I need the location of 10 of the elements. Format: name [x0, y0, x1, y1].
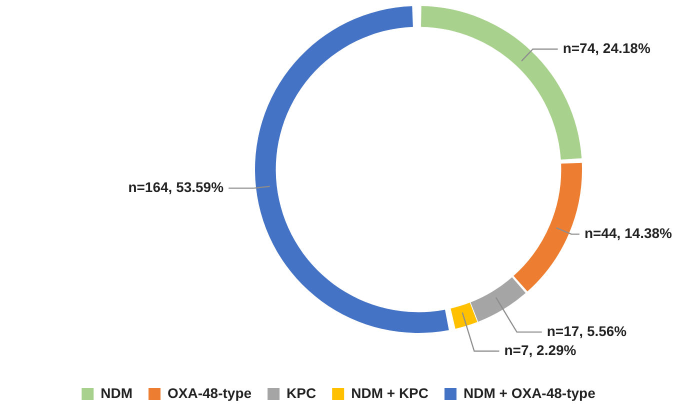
data-label: n=164, 53.59% — [128, 179, 224, 196]
legend-label: KPC — [286, 384, 316, 401]
legend-label: NDM + KPC — [351, 384, 429, 401]
legend-label: OXA-48-type — [168, 384, 252, 401]
data-label: n=7, 2.29% — [504, 342, 577, 358]
data-label: n=44, 14.38% — [584, 225, 673, 242]
data-label: n=74, 24.18% — [562, 40, 651, 56]
legend-label: NDM + OXA-48-type — [464, 384, 596, 401]
data-label: n=17, 5.56% — [546, 322, 628, 339]
legend-label: NDM — [100, 384, 133, 401]
